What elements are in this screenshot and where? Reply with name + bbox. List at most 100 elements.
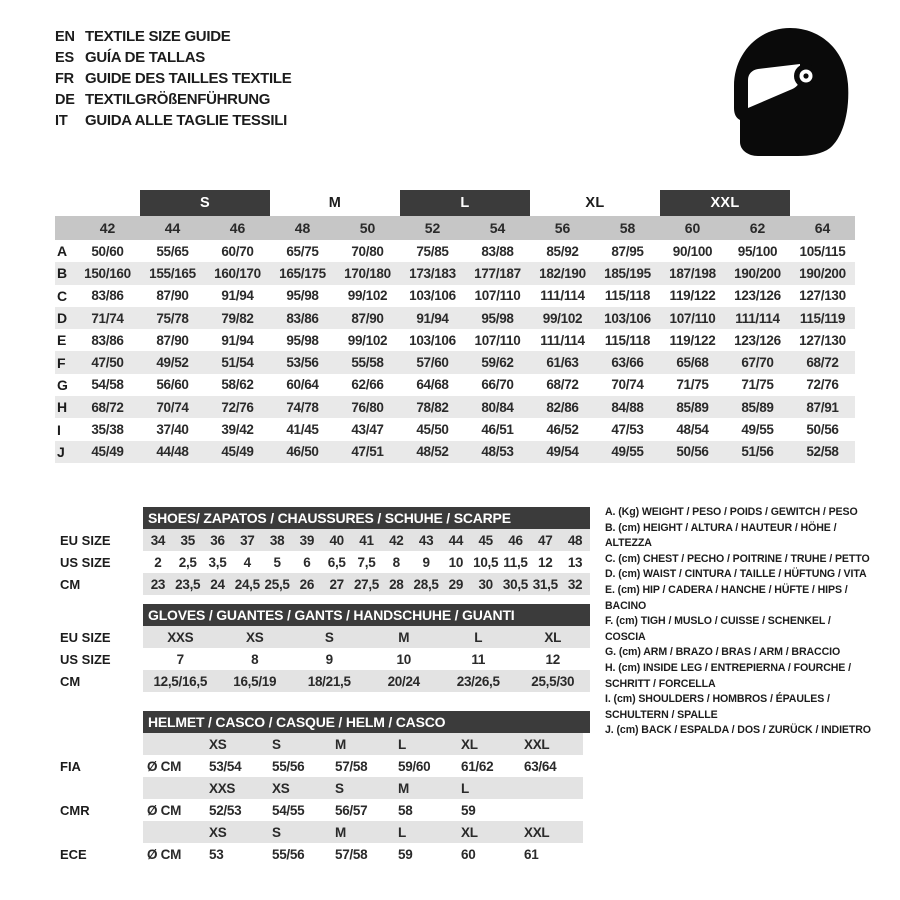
table-cell: 91/94: [221, 332, 254, 348]
list-item: US SIZE 7 8 9 10 11 12: [55, 648, 590, 670]
helmet-size-label: M: [398, 780, 409, 796]
table-cell: 187/198: [669, 265, 716, 281]
table-cell: 23,5: [175, 576, 201, 592]
list-item: EU SIZE 34 35 36 37 38 39 40 41 42 43 44 45 46 47 48: [55, 529, 590, 551]
table-cell: 66/70: [481, 377, 514, 393]
table-cell: 7,5: [357, 554, 376, 570]
helmet-standard-label: ECE: [60, 846, 87, 862]
row-label: EU SIZE: [60, 532, 111, 548]
size-band-empty: [790, 190, 855, 216]
helmet-size-label: XS: [209, 736, 227, 752]
row-cells: XS S M L XL XXL: [143, 733, 583, 755]
table-cell: 91/94: [221, 288, 254, 304]
table-cell: 91/94: [416, 310, 449, 326]
table-row: J 45/49 44/48 45/49 46/50 47/51 48/52 48/53 49/5…: [55, 440, 855, 463]
title-text: GUIDA ALLE TAGLIE TESSILI: [85, 112, 287, 129]
table-cell: 115/118: [604, 332, 651, 348]
table-cell: L: [474, 629, 483, 645]
table-cell: 65/68: [676, 355, 709, 371]
table-cell: 34: [150, 532, 166, 548]
shoes-rows: EU SIZE 34 35 36 37 38 39 40 41 42 43 44 45 46 47 48 US …: [55, 529, 590, 595]
table-cell: 12,5/16,5: [153, 673, 208, 689]
size-number-cell: 46: [229, 220, 246, 236]
table-cell: 85/89: [676, 399, 709, 415]
table-cell: 28,5: [413, 576, 439, 592]
helmet-size-label: XXL: [524, 824, 550, 840]
table-cell: 103/106: [409, 288, 456, 304]
row-cells: 23 23,5 24 24,5 25,5 26 27 27,5 28 28,5 29 30 30,5 31…: [143, 573, 590, 595]
table-cell: 95/98: [286, 288, 319, 304]
table-cell: 49/55: [741, 422, 774, 438]
legend-line: D. (cm) WAIST / CINTURA / TAILLE / HÜFTU…: [605, 568, 867, 581]
table-cell: 71/75: [676, 377, 709, 393]
row-cells: 7 8 9 10 11 12: [143, 648, 590, 670]
table-cell: 39: [299, 532, 315, 548]
table-cell: 6,5: [327, 554, 346, 570]
table-cell: 68/72: [91, 399, 124, 415]
table-cell: 119/122: [669, 332, 716, 348]
size-number-cell: 54: [489, 220, 506, 236]
table-cell: 43: [418, 532, 434, 548]
size-band-xl: XL: [585, 195, 605, 211]
table-cell: 177/187: [474, 265, 521, 281]
table-cell: 37/40: [156, 422, 189, 438]
measurement-rows: A 50/60 55/65 60/70 65/75 70/80 75/85 83/88 85/9…: [55, 240, 855, 463]
table-cell: 9: [422, 554, 430, 570]
table-cell: 85/89: [741, 399, 774, 415]
table-cell: 48: [567, 532, 583, 548]
table-cell: 63/66: [611, 355, 644, 371]
row-label: CM: [60, 576, 81, 592]
table-cell: 12: [545, 651, 561, 667]
helmet-size-label: XS: [209, 824, 227, 840]
table-cell: 52/58: [806, 444, 839, 460]
table-cell: 182/190: [539, 265, 586, 281]
table-cell: 75/85: [416, 243, 449, 259]
title-text: TEXTILGRÖßENFÜHRUNG: [85, 91, 271, 108]
table-cell: 190/200: [799, 265, 846, 281]
table-cell: 61/62: [461, 758, 494, 774]
helmet-groups: XS S M L XL XXL FIA Ø CM 53/54 55/56 57/58 59/60 61/…: [55, 733, 590, 865]
table-cell: 4: [243, 554, 252, 570]
table-cell: 6: [303, 554, 311, 570]
table-cell: 5: [273, 554, 281, 570]
row-letter: F: [57, 354, 66, 371]
row-cells: XXS XS S M L: [143, 777, 583, 799]
table-cell: 30,5: [502, 576, 528, 592]
table-cell: 190/200: [734, 265, 781, 281]
table-cell: 47/51: [351, 444, 384, 460]
table-cell: 59/60: [398, 758, 431, 774]
table-cell: XXS: [167, 629, 194, 645]
table-cell: 46: [508, 532, 523, 548]
table-cell: 150/160: [84, 265, 131, 281]
band-row-spacer: [55, 190, 75, 216]
table-cell: 62/66: [351, 377, 384, 393]
helmet-size-label: XS: [272, 780, 290, 796]
helmet-unit-label: Ø CM: [147, 802, 182, 818]
table-cell: 84/88: [611, 399, 644, 415]
table-cell: 36: [210, 532, 225, 548]
title-text: TEXTILE SIZE GUIDE: [85, 28, 231, 45]
table-cell: 71/75: [741, 377, 774, 393]
size-number-cell: 52: [424, 220, 441, 236]
table-cell: 41: [359, 532, 374, 548]
table-cell: 58: [398, 802, 413, 818]
table-cell: 12: [538, 554, 553, 570]
table-cell: M: [398, 629, 410, 645]
table-cell: 72/76: [806, 377, 839, 393]
title-lang-code: DE: [55, 92, 75, 108]
size-number-cell: 56: [554, 220, 571, 236]
table-cell: 103/106: [409, 332, 456, 348]
title-row-en: EN TEXTILE SIZE GUIDE: [55, 28, 291, 49]
title-lang-code: EN: [55, 29, 75, 45]
table-cell: 55/58: [351, 355, 384, 371]
table-cell: 72/76: [221, 399, 254, 415]
table-cell: 107/110: [474, 332, 521, 348]
table-row: B 150/160 155/165 160/170 165/175 170/180 173/…: [55, 262, 855, 285]
measurement-legend: A. (Kg) WEIGHT / PESO / POIDS / GEWITCH …: [605, 505, 873, 739]
table-cell: 35: [180, 532, 195, 548]
table-cell: 13: [567, 554, 583, 570]
table-cell: 50/56: [676, 444, 709, 460]
table-cell: 45/50: [416, 422, 449, 438]
table-cell: 76/80: [351, 399, 384, 415]
